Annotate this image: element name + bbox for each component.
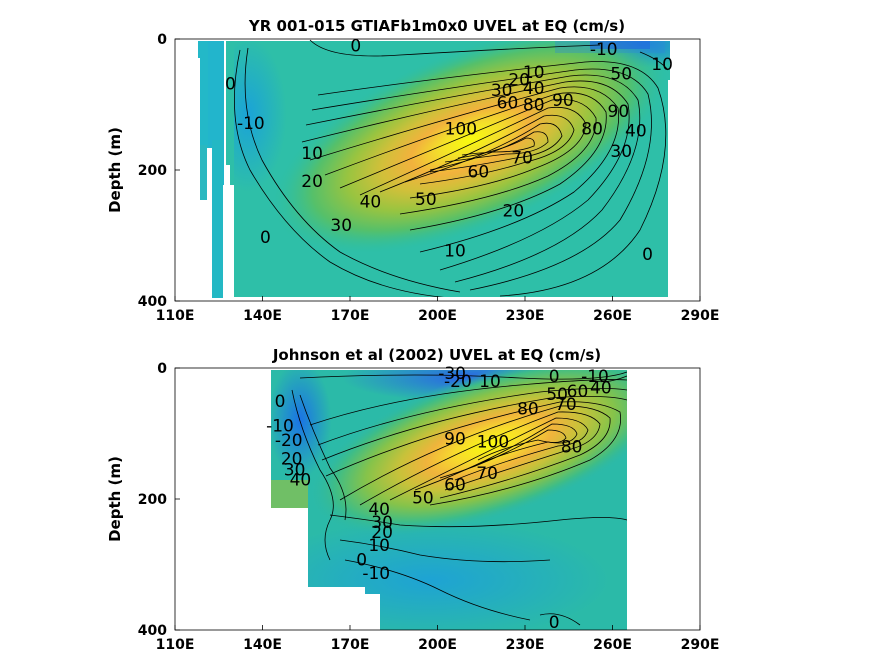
contour-label: 40: [523, 79, 545, 99]
x-tick-label: 290E: [681, 637, 720, 653]
panel-observed: Johnson et al (2002) UVEL at EQ (cm/s): [106, 346, 719, 653]
contour-label: 0: [549, 367, 560, 387]
contour-label: 30: [610, 142, 632, 162]
contour-label: 40: [290, 470, 312, 490]
y-tick-label: 200: [138, 163, 167, 179]
contour-label: 0: [350, 37, 361, 57]
contour-label: 70: [476, 464, 498, 484]
contour-label: 0: [356, 550, 367, 570]
contour-label: 20: [281, 449, 303, 469]
contour-label: -10: [362, 564, 390, 584]
contour-label: 0: [549, 613, 560, 633]
panel-model: YR 001-015 GTIAFb1m0x0 UVEL at EQ (cm/s): [106, 17, 719, 324]
y-tick-label: 200: [138, 492, 167, 508]
contour-label: 20: [503, 202, 525, 222]
contour-label: 50: [610, 65, 632, 85]
contour-label: 10: [479, 372, 501, 392]
x-tick-label: 170E: [331, 308, 370, 324]
contour-label: -10: [581, 367, 609, 387]
x-tick-label: 140E: [243, 308, 282, 324]
contour-label: -10: [590, 40, 618, 60]
contour-label: 10: [301, 144, 323, 164]
contour-label: 80: [517, 400, 539, 420]
contour-label: 0: [642, 245, 653, 265]
x-tick-label: 230E: [506, 308, 545, 324]
x-tick-label: 290E: [681, 308, 720, 324]
contour-label: 30: [284, 461, 306, 481]
panel-2-ylabel: Depth (m): [106, 456, 124, 542]
x-tick-label: 230E: [506, 637, 545, 653]
x-tick-label: 200E: [418, 637, 457, 653]
contour-label: 30: [371, 513, 393, 533]
contour-label: 90: [552, 91, 574, 111]
contour-label: 90: [444, 430, 466, 450]
contour-label: 70: [511, 149, 533, 169]
panel-2-title: Johnson et al (2002) UVEL at EQ (cm/s): [272, 346, 601, 364]
contour-label: 60: [444, 476, 466, 496]
y-tick-label: 0: [157, 361, 167, 377]
contour-label: 50: [412, 489, 434, 509]
contour-label: 20: [301, 172, 323, 192]
contour-label: 10: [523, 63, 545, 83]
contour-label: 10: [368, 536, 390, 556]
contour-label: 20: [371, 523, 393, 543]
contour-label: 100: [445, 120, 477, 140]
contour-label: 40: [590, 379, 612, 399]
x-tick-label: 110E: [156, 637, 195, 653]
panel-2-contours: [291, 371, 628, 626]
contour-label: 80: [523, 96, 545, 116]
contour-label: 10: [444, 242, 466, 262]
y-tick-label: 400: [138, 294, 167, 310]
x-tick-label: 140E: [243, 637, 282, 653]
y-tick-label: 400: [138, 623, 167, 639]
x-tick-label: 260E: [593, 308, 632, 324]
contour-label: 40: [625, 122, 647, 142]
contour-label: 0: [275, 392, 286, 412]
contour-label: 20: [508, 71, 530, 91]
contour-label: 40: [368, 500, 390, 520]
contour-label: 0: [225, 75, 236, 95]
x-tick-label: 260E: [593, 637, 632, 653]
contour-label: -20: [275, 431, 303, 451]
contour-label: 0: [260, 228, 271, 248]
contour-label: 60: [497, 94, 519, 114]
contour-label: -20: [444, 372, 472, 392]
x-tick-label: 200E: [418, 308, 457, 324]
contour-label: -10: [266, 417, 294, 437]
x-tick-label: 170E: [331, 637, 370, 653]
panel-1-title: YR 001-015 GTIAFb1m0x0 UVEL at EQ (cm/s): [248, 17, 625, 35]
contour-label: 30: [330, 216, 352, 236]
y-tick-label: 0: [157, 32, 167, 48]
contour-label: 30: [491, 81, 513, 101]
panel-1-contours: [234, 39, 669, 299]
contour-label: 70: [555, 395, 577, 415]
contour-label: 100: [477, 432, 509, 452]
x-tick-label: 110E: [156, 308, 195, 324]
contour-label: -30: [438, 364, 466, 384]
panel-1-field: [175, 39, 700, 301]
contour-label: 10: [651, 55, 673, 75]
panel-1-ylabel: Depth (m): [106, 127, 124, 213]
contour-label: 60: [468, 162, 490, 182]
contour-label: 60: [567, 382, 589, 402]
contour-label: 90: [608, 102, 630, 122]
contour-label: 40: [360, 192, 382, 212]
panel-2-field: [175, 368, 700, 630]
contour-label: 50: [546, 385, 568, 405]
contour-label: -10: [237, 114, 265, 134]
contour-label: 80: [561, 438, 583, 458]
contour-label: 50: [415, 190, 437, 210]
contour-label: 80: [581, 120, 603, 140]
